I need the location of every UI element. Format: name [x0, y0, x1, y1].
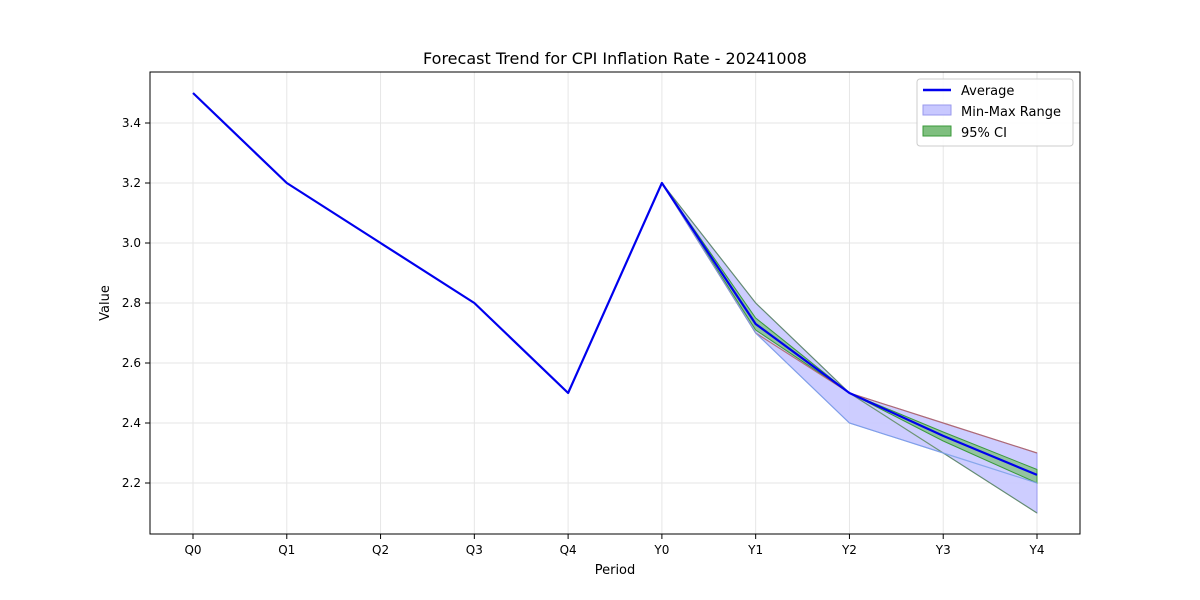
y-tick-label: 3.4: [122, 116, 141, 130]
y-tick-label: 2.8: [122, 296, 141, 310]
chart-title: Forecast Trend for CPI Inflation Rate - …: [423, 49, 807, 68]
x-tick-label: Y4: [1029, 543, 1045, 557]
x-tick-label: Q4: [560, 543, 577, 557]
series: [192, 92, 1038, 476]
legend-minmax-label: Min-Max Range: [961, 105, 1061, 120]
x-tick-label: Q3: [466, 543, 483, 557]
x-tick-label: Y1: [747, 543, 763, 557]
x-tick-label: Q1: [278, 543, 295, 557]
legend-minmax-swatch: [922, 104, 952, 116]
legend-ci-label: 95% CI: [961, 126, 1007, 141]
forecast-line: [661, 182, 1038, 484]
y-tick-label: 3.0: [122, 236, 141, 250]
average-series-line: [192, 92, 1038, 476]
grid: [150, 72, 1080, 534]
y-tick-label: 2.4: [122, 416, 141, 430]
x-tick-label: Y0: [653, 543, 669, 557]
x-tick-label: Y3: [935, 543, 951, 557]
y-tick-label: 2.6: [122, 356, 141, 370]
legend: Average Min-Max Range 95% CI: [916, 78, 1074, 147]
y-tick-label: 3.2: [122, 176, 141, 190]
legend-box: [916, 78, 1074, 147]
x-axis-label: Period: [595, 563, 636, 578]
y-axis-ticks: 2.2 2.4 2.6 2.8 3.0 3.2 3.4: [122, 116, 150, 490]
legend-average-label: Average: [961, 84, 1014, 99]
y-axis-label: Value: [98, 285, 113, 321]
legend-ci-swatch: [922, 125, 952, 137]
x-tick-label: Y2: [841, 543, 857, 557]
x-tick-label: Q0: [184, 543, 201, 557]
x-axis-ticks: Q0 Q1 Q2 Q3 Q4 Y0 Y1 Y2 Y3 Y4: [184, 534, 1044, 557]
ci-95-band: [661, 182, 1038, 484]
x-tick-label: Q2: [372, 543, 389, 557]
y-tick-label: 2.2: [122, 476, 141, 490]
